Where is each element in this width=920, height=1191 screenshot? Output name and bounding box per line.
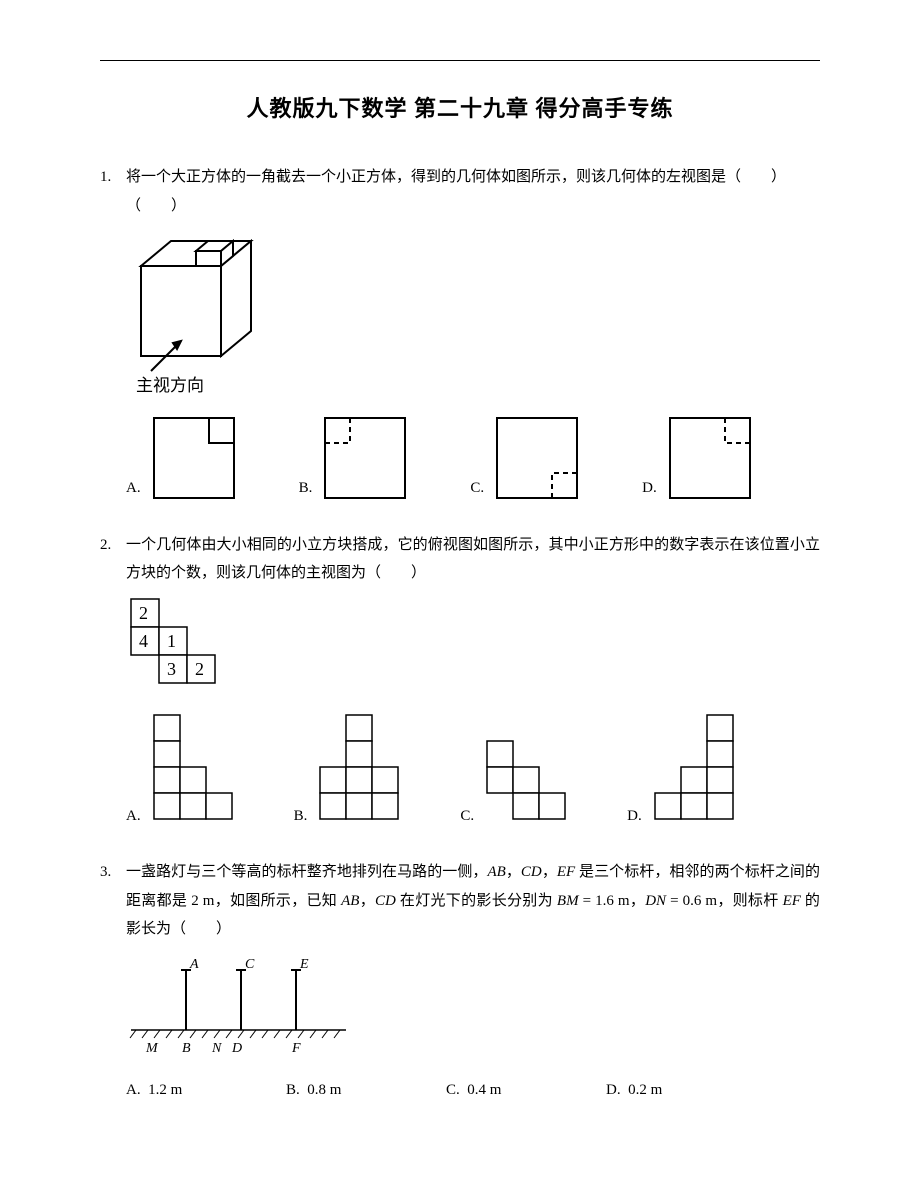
q2-text: 一个几何体由大小相同的小立方块搭成，它的俯视图如图所示，其中小正方形中的数字表示… xyxy=(126,531,820,588)
svg-text:3: 3 xyxy=(167,659,176,679)
q3-option-d: D. 0.2 m xyxy=(606,1076,766,1105)
q2-option-d: D. xyxy=(627,710,745,830)
svg-text:E: E xyxy=(299,957,309,972)
svg-text:F: F xyxy=(291,1041,301,1056)
q2-options: A. B. xyxy=(126,710,820,830)
svg-text:2: 2 xyxy=(195,659,204,679)
q3-options: A. 1.2 m B. 0.8 m C. 0.4 m D. 0.2 m xyxy=(126,1076,820,1105)
page-title: 人教版九下数学 第二十九章 得分高手专练 xyxy=(100,91,820,123)
q1-opt-b-icon xyxy=(320,413,410,503)
q2-opt-c-icon xyxy=(482,710,577,830)
q2-opt-d-icon xyxy=(650,710,745,830)
q1-opt-d-icon xyxy=(665,413,755,503)
header-rule xyxy=(100,60,820,61)
question-1: 1. 将一个大正方体的一角截去一个小正方体，得到的几何体如图所示，则该几何体的左… xyxy=(100,163,820,503)
q1-figure: 主视方向 xyxy=(126,226,820,407)
q1-option-b: B. xyxy=(299,413,411,503)
q1-opt-c-icon xyxy=(492,413,582,503)
svg-text:4: 4 xyxy=(139,631,148,651)
q2-figure: 2 4 1 3 2 xyxy=(126,594,820,705)
svg-text:B: B xyxy=(182,1041,191,1056)
q1-number: 1. xyxy=(100,163,126,192)
svg-text:A: A xyxy=(189,957,199,972)
svg-text:1: 1 xyxy=(167,631,176,651)
q3-number: 3. xyxy=(100,858,126,944)
q1-option-a: A. xyxy=(126,413,239,503)
svg-text:2: 2 xyxy=(139,603,148,623)
q2-option-c: C. xyxy=(460,710,577,830)
q1-text: 将一个大正方体的一角截去一个小正方体，得到的几何体如图所示，则该几何体的左视图是… xyxy=(126,163,820,192)
q2-option-b: B. xyxy=(294,710,411,830)
q3-option-a: A. 1.2 m xyxy=(126,1076,286,1105)
q2-number: 2. xyxy=(100,531,126,588)
q2-opt-b-icon xyxy=(315,710,410,830)
q2-topview-icon: 2 4 1 3 2 xyxy=(126,594,236,694)
q3-option-c: C. 0.4 m xyxy=(446,1076,606,1105)
question-3: 3. 一盏路灯与三个等高的标杆整齐地排列在马路的一侧，AB，CD，EF 是三个标… xyxy=(100,858,820,1105)
q1-opt-a-icon xyxy=(149,413,239,503)
q1-option-d: D. xyxy=(642,413,755,503)
svg-text:N: N xyxy=(211,1041,222,1056)
svg-text:D: D xyxy=(231,1041,242,1056)
q2-opt-a-icon xyxy=(149,710,244,830)
cube-notch-icon: 主视方向 xyxy=(126,226,266,396)
q3-figure: A C E M B N D F xyxy=(126,950,820,1071)
q1-options: A. B. C. D. xyxy=(126,413,820,503)
q1-blank: （ ） xyxy=(126,192,820,221)
q2-option-a: A. xyxy=(126,710,244,830)
q3-option-b: B. 0.8 m xyxy=(286,1076,446,1105)
svg-text:M: M xyxy=(145,1041,159,1056)
q1-option-c: C. xyxy=(470,413,582,503)
question-2: 2. 一个几何体由大小相同的小立方块搭成，它的俯视图如图所示，其中小正方形中的数… xyxy=(100,531,820,831)
poles-diagram-icon: A C E M B N D F xyxy=(126,950,356,1060)
q3-text: 一盏路灯与三个等高的标杆整齐地排列在马路的一侧，AB，CD，EF 是三个标杆，相… xyxy=(126,858,820,944)
svg-text:C: C xyxy=(245,957,255,972)
q1-caption: 主视方向 xyxy=(136,376,204,395)
